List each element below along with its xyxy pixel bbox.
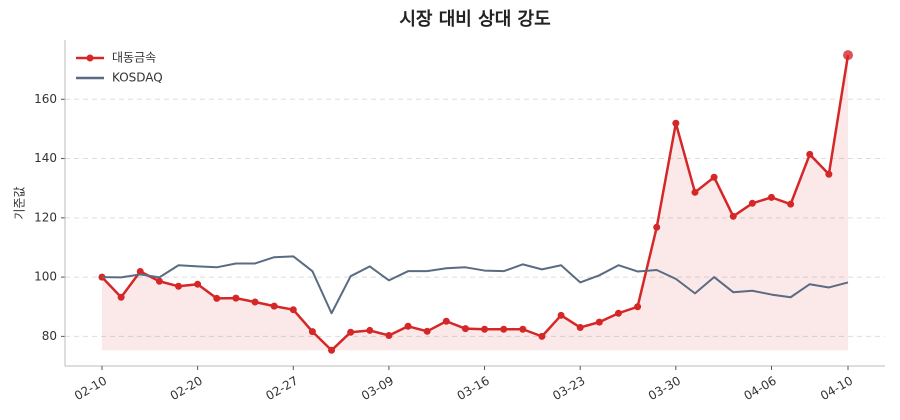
point	[825, 170, 833, 178]
point	[385, 331, 393, 339]
point	[442, 317, 450, 325]
point	[136, 267, 144, 275]
point	[308, 328, 316, 336]
point	[672, 119, 680, 127]
x-tick-label: 04-06	[742, 374, 779, 404]
point	[614, 309, 622, 317]
point	[500, 325, 508, 333]
point	[634, 303, 642, 311]
y-tick-label: 140	[34, 151, 57, 165]
area-fill	[102, 55, 848, 351]
series-line	[101, 255, 849, 315]
point	[691, 188, 699, 196]
point	[404, 322, 412, 330]
point	[366, 326, 374, 334]
series-line	[101, 54, 850, 352]
x-tick-label: 03-23	[550, 374, 587, 404]
point	[806, 150, 814, 158]
point	[232, 294, 240, 302]
point	[289, 306, 297, 314]
y-tick-label: 160	[34, 92, 57, 106]
y-tick-label: 100	[34, 270, 57, 284]
legend-label: 대동금속	[112, 51, 156, 65]
point	[519, 325, 527, 333]
y-tick-label: 80	[42, 329, 57, 343]
legend-label: KOSDAQ	[112, 71, 163, 85]
point	[270, 302, 278, 310]
point	[461, 325, 469, 333]
x-tick-label: 03-09	[359, 374, 396, 404]
legend-marker	[86, 54, 94, 62]
y-axis-label: 기준값	[13, 186, 27, 219]
point	[538, 332, 546, 340]
x-tick-label: 04-10	[818, 374, 855, 404]
point	[729, 212, 737, 220]
point	[595, 318, 603, 326]
x-tick-label: 02-20	[168, 374, 205, 404]
point	[251, 298, 259, 306]
point	[843, 50, 853, 61]
point	[213, 294, 221, 302]
point	[155, 277, 163, 285]
point	[347, 328, 355, 336]
point	[748, 199, 756, 207]
point	[576, 323, 584, 331]
point	[710, 173, 718, 181]
chart-title: 시장 대비 상대 강도	[399, 9, 550, 30]
x-tick-label: 03-30	[646, 374, 683, 404]
point	[787, 200, 795, 208]
point	[481, 325, 489, 333]
point	[423, 327, 431, 335]
x-tick-label: 02-10	[72, 374, 109, 404]
point	[767, 193, 775, 201]
point	[557, 311, 565, 319]
point	[175, 282, 183, 290]
x-tick-label: 03-16	[455, 374, 492, 404]
point	[653, 223, 661, 231]
point	[117, 293, 125, 301]
x-tick-label: 02-27	[263, 374, 300, 404]
y-tick-label: 120	[34, 210, 57, 224]
point	[194, 280, 202, 288]
point	[328, 346, 336, 354]
